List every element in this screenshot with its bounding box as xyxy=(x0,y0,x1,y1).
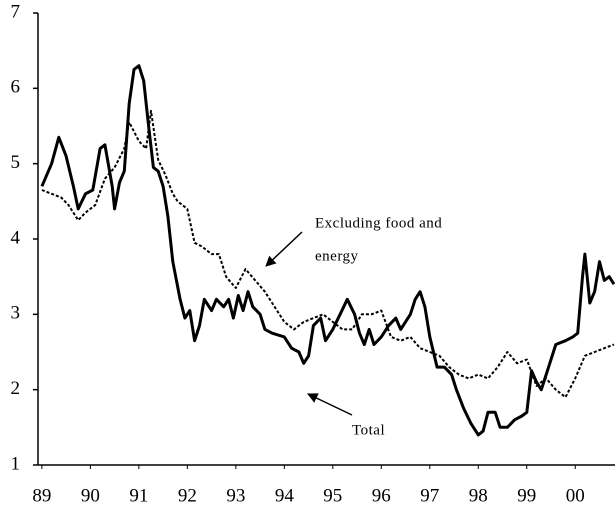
y-tick-label: 7 xyxy=(11,1,21,22)
y-tick-label: 2 xyxy=(11,378,21,399)
y-tick-label: 5 xyxy=(11,152,21,173)
y-tick-label: 6 xyxy=(11,77,21,98)
x-tick-label: 91 xyxy=(129,485,148,506)
annotation: Excluding food and xyxy=(315,215,442,231)
x-tick-label: 93 xyxy=(226,485,245,506)
y-tick-label: 1 xyxy=(11,453,21,474)
x-tick-label: 89 xyxy=(32,485,51,506)
x-tick-label: 96 xyxy=(372,485,391,506)
annotation-arrow xyxy=(307,393,353,416)
annotation: Total xyxy=(352,422,385,438)
annotation-arrow xyxy=(265,231,303,267)
x-tick-label: 99 xyxy=(517,485,536,506)
series-line xyxy=(40,64,615,437)
x-tick-label: 95 xyxy=(323,485,342,506)
x-tick-label: 98 xyxy=(469,485,488,506)
x-tick-label: 00 xyxy=(566,485,585,506)
x-tick-label: 92 xyxy=(178,485,197,506)
x-tick-label: 94 xyxy=(275,485,295,506)
y-tick-label: 3 xyxy=(11,303,21,324)
annotation: energy xyxy=(315,248,359,264)
y-tick-label: 4 xyxy=(11,227,21,248)
x-tick-label: 90 xyxy=(81,485,100,506)
x-tick-label: 97 xyxy=(420,485,439,506)
